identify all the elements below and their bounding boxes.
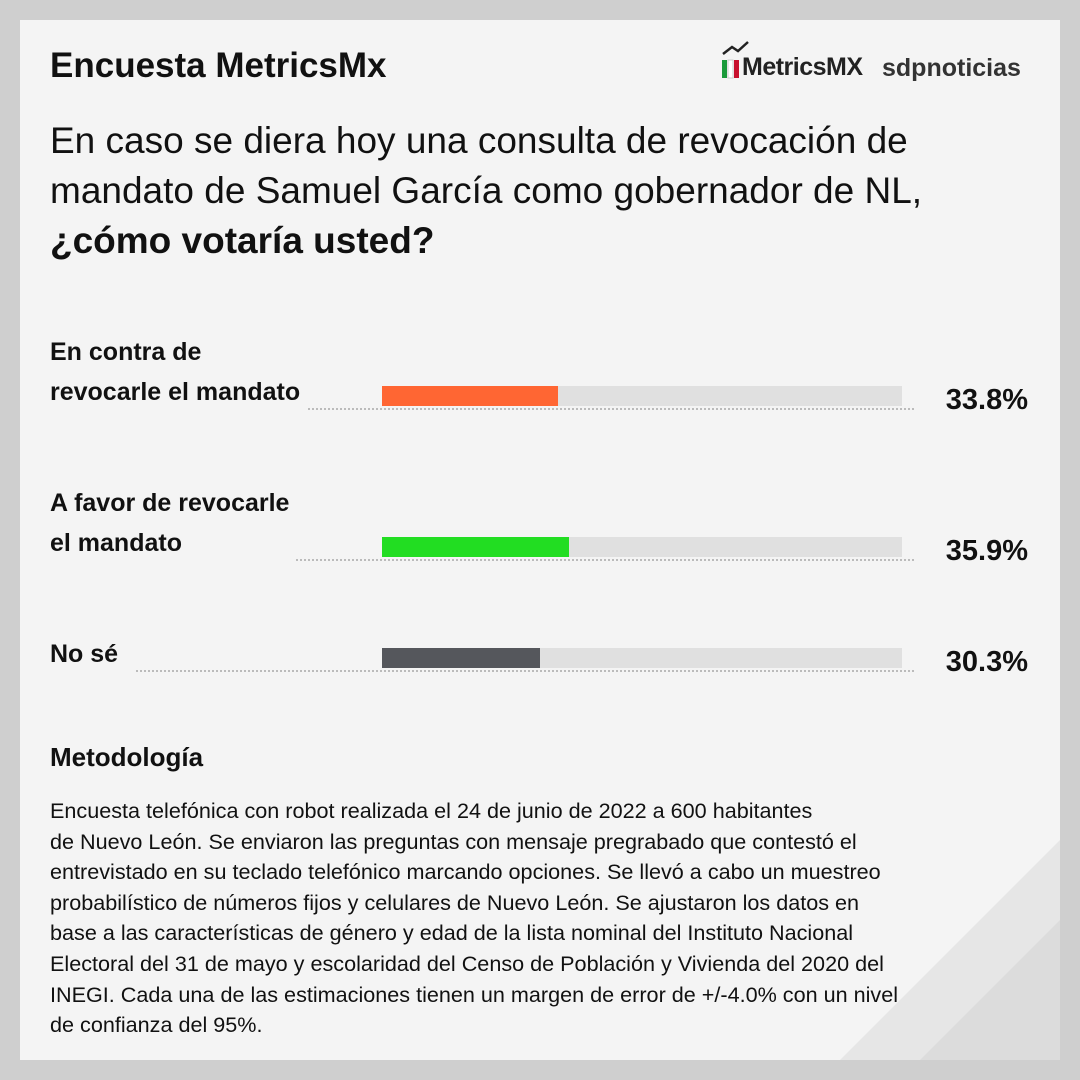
methodology-text: Encuesta telefónica con robot realizada … [50,796,898,1041]
decoration [722,41,1060,1060]
category-label: En contra de revocarle el mandato [50,332,307,412]
methodology-line: Electoral del 31 de mayo y escolaridad d… [50,950,884,976]
logo-sdp: sdpnoticias [882,54,1021,82]
value-label: 35.9% [945,535,1028,567]
value-label: 30.3% [945,646,1028,678]
bar [382,648,540,668]
dotted-line [136,670,914,672]
category-label: A favor de revocarle el mandato [50,483,296,563]
question-text: En caso se diera hoy una consulta de rev… [50,120,923,211]
methodology-line: entrevistado en su teclado telefónico ma… [50,859,881,885]
dotted-line [136,408,914,410]
bar [382,386,558,406]
title: Encuesta MetricsMx [50,46,387,85]
question-bold: ¿cómo votaría usted? [50,220,435,261]
bar [382,537,569,557]
bar-track [382,648,902,668]
methodology-title: Metodología [50,742,204,772]
methodology-line: Encuesta telefónica con robot realizada … [50,798,813,823]
methodology-line: de Nuevo León. Se enviaron las preguntas… [50,828,857,854]
methodology-line: base a las características de género y e… [50,920,854,946]
logo-metrics: MetricsMX [742,53,863,81]
card: Encuesta MetricsMx MetricsMX sdpnoticias… [20,20,1060,1060]
category-label: No sé [50,634,125,674]
methodology-line: de confianza del 95%. [50,1012,263,1038]
value-label: 33.8% [945,384,1028,416]
question: En caso se diera hoy una consulta de rev… [50,116,1010,266]
methodology-line: probabilístico de números fijos y celula… [50,889,860,915]
bar-track [382,386,902,406]
methodology-line: INEGI. Cada una de las estimaciones tien… [50,981,899,1007]
dotted-line [136,559,914,561]
bar-track [382,537,902,557]
